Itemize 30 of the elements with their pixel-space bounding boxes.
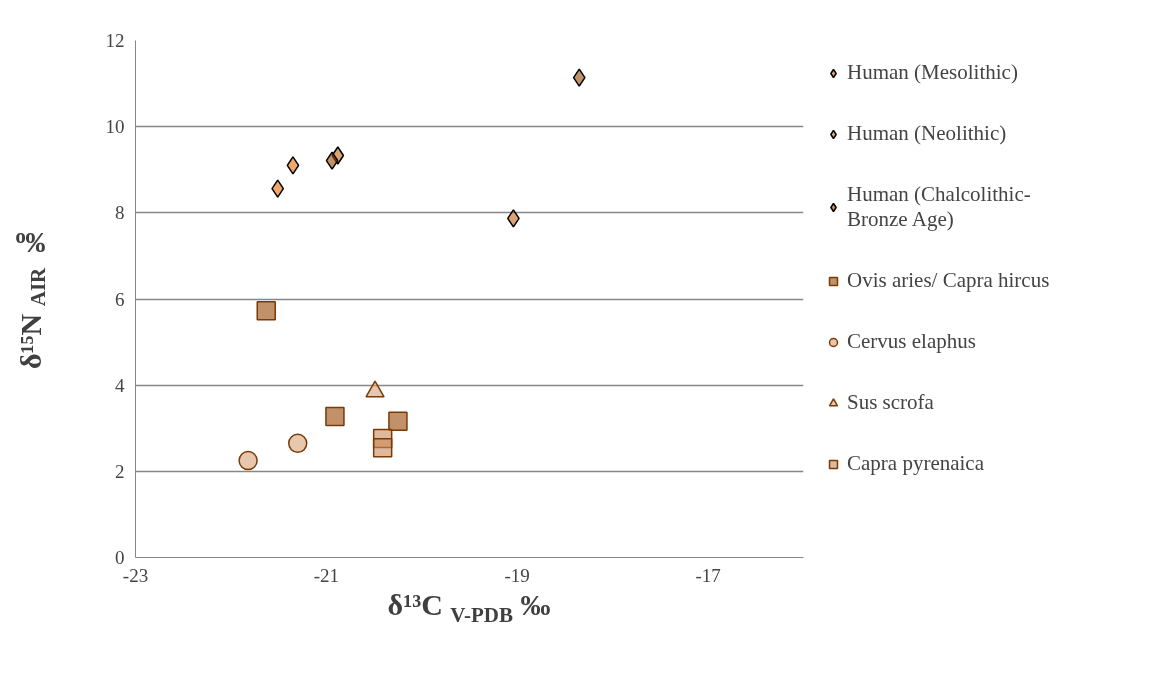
legend-label: Human (Chalcolithic- Bronze Age) [847,182,1031,232]
point [506,209,520,228]
y-tick-label: 12 [105,30,125,51]
y-tick-label: 4 [115,374,125,396]
legend-label: Human (Neolithic) [847,121,1007,146]
y-tick-label: 0 [115,547,125,568]
x-axis-title: δ¹³C $_{V-PDB}$ ‰ [386,587,552,629]
point [238,450,258,471]
y-tick-label: 8 [115,202,125,224]
x-tick-label: -21 [313,564,340,586]
legend-label: Ovis aries/ Capra hircus [847,268,1050,293]
point [572,68,586,87]
x-tick-label: -17 [695,564,721,586]
legend-label: Capra pyrenaica [847,451,985,476]
point [256,300,276,321]
y-tick-label: 10 [105,116,125,138]
point [287,433,308,454]
x-tick-label: -23 [122,564,149,586]
point [325,151,339,170]
legend-label: Human (Mesolithic) [847,60,1018,85]
y-tick-label: 2 [115,460,125,482]
point [325,406,345,427]
point [372,437,393,458]
legend-label: Sus scrofa [847,390,934,415]
point [388,411,408,432]
point [286,156,300,175]
y-tick-label: 6 [115,288,125,310]
point [271,179,285,198]
x-tick-label: -19 [504,564,530,586]
legend-label: Cervus elaphus [847,329,976,354]
